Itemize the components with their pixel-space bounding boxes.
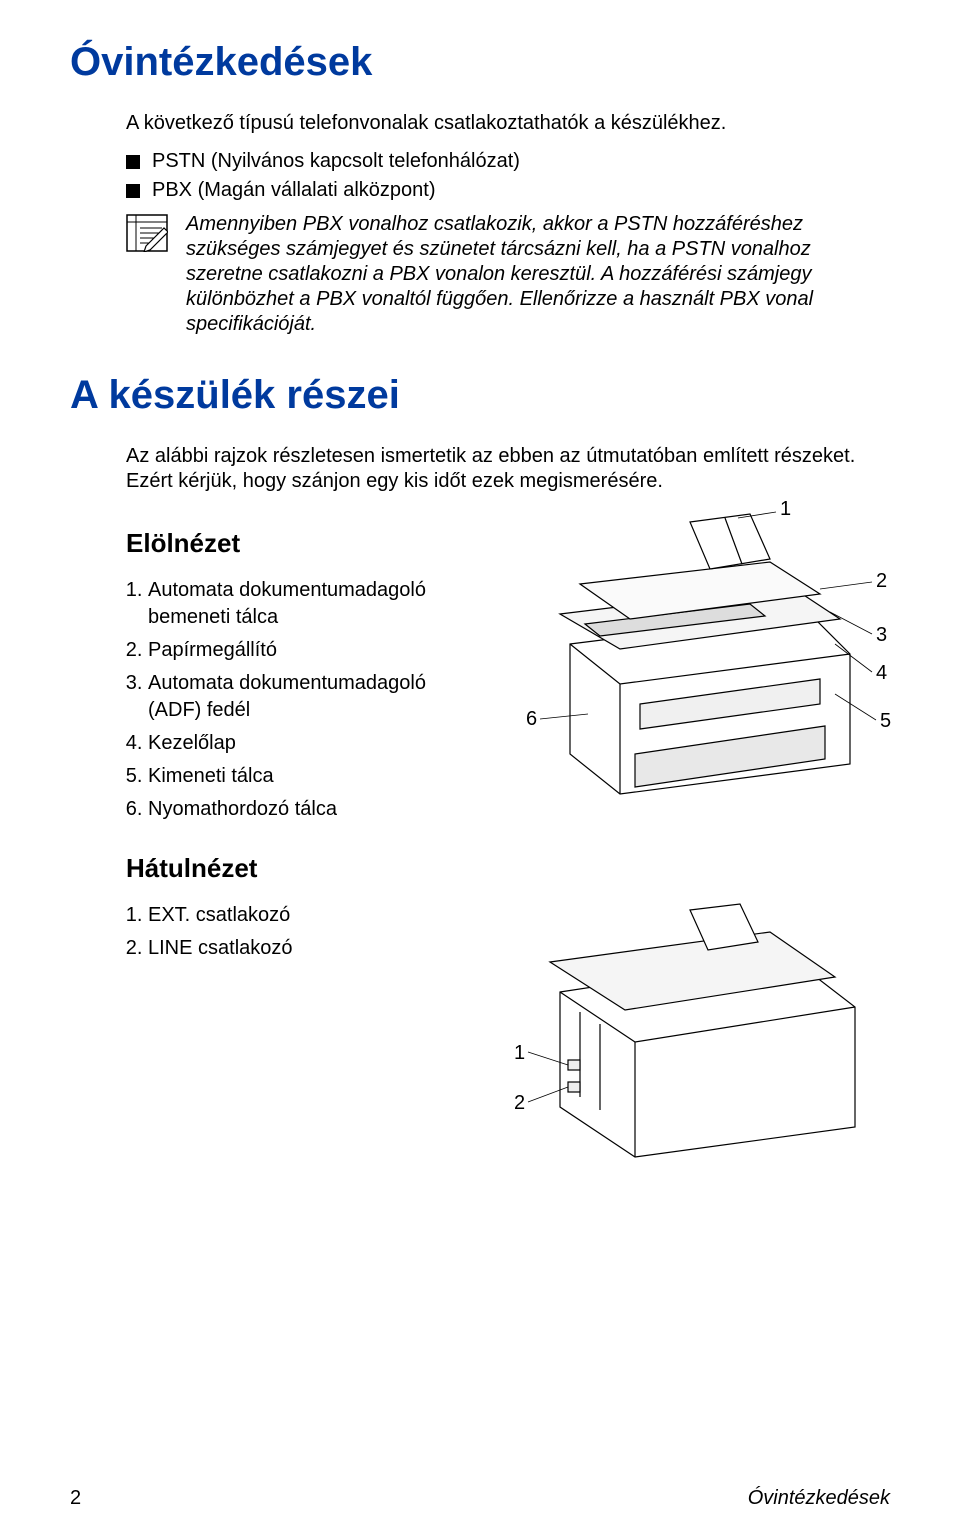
bullet-text: PBX (Magán vállalati alközpont) <box>152 179 435 202</box>
bullet-square-icon <box>126 155 140 169</box>
list-item: LINE csatlakozó <box>148 935 490 962</box>
callout-label: 1 <box>780 498 791 521</box>
list-item: Automata dokumentumadagoló (ADF) fedél <box>148 670 480 724</box>
list-item: Nyomathordozó tálca <box>148 796 480 823</box>
printer-front-illustration: 1 2 3 4 5 6 <box>490 504 890 809</box>
bullet-square-icon <box>126 184 140 198</box>
note-pencil-icon <box>126 214 168 257</box>
callout-label: 2 <box>876 570 887 593</box>
callout-label: 3 <box>876 624 887 647</box>
callout-label: 6 <box>526 708 537 731</box>
bullet-text: PSTN (Nyilvános kapcsolt telefonhálózat) <box>152 150 520 173</box>
bullet-list: PSTN (Nyilvános kapcsolt telefonhálózat)… <box>126 150 890 202</box>
rear-subheading: Hátulnézet <box>126 853 890 884</box>
callout-label: 2 <box>514 1092 525 1115</box>
callout-label: 1 <box>514 1042 525 1065</box>
callout-label: 5 <box>880 710 891 733</box>
note-text: Amennyiben PBX vonalhoz csatlakozik, akk… <box>186 212 890 337</box>
list-item: Automata dokumentumadagoló bemeneti tálc… <box>148 577 480 631</box>
footer-title: Óvintézkedések <box>748 1487 890 1510</box>
section2-body: Az alábbi rajzok részletesen ismertetik … <box>126 444 890 494</box>
section1-intro: A következő típusú telefonvonalak csatla… <box>126 111 890 136</box>
list-item: EXT. csatlakozó <box>148 902 490 929</box>
section1-heading: Óvintézkedések <box>70 40 890 85</box>
list-item: Kezelőlap <box>148 730 480 757</box>
section2-heading: A készülék részei <box>70 373 890 418</box>
note-block: Amennyiben PBX vonalhoz csatlakozik, akk… <box>126 212 890 337</box>
list-item: Kimeneti tálca <box>148 763 480 790</box>
front-subheading: Elölnézet <box>126 528 480 559</box>
printer-rear-illustration: 1 2 <box>490 902 890 1167</box>
callout-label: 4 <box>876 662 887 685</box>
page-number: 2 <box>70 1487 81 1510</box>
bullet-item: PSTN (Nyilvános kapcsolt telefonhálózat) <box>126 150 890 173</box>
list-item: Papírmegállító <box>148 637 480 664</box>
bullet-item: PBX (Magán vállalati alközpont) <box>126 179 890 202</box>
front-list: Automata dokumentumadagoló bemeneti tálc… <box>148 577 480 823</box>
page-footer: 2 Óvintézkedések <box>70 1487 890 1510</box>
rear-list: EXT. csatlakozó LINE csatlakozó <box>148 902 490 962</box>
